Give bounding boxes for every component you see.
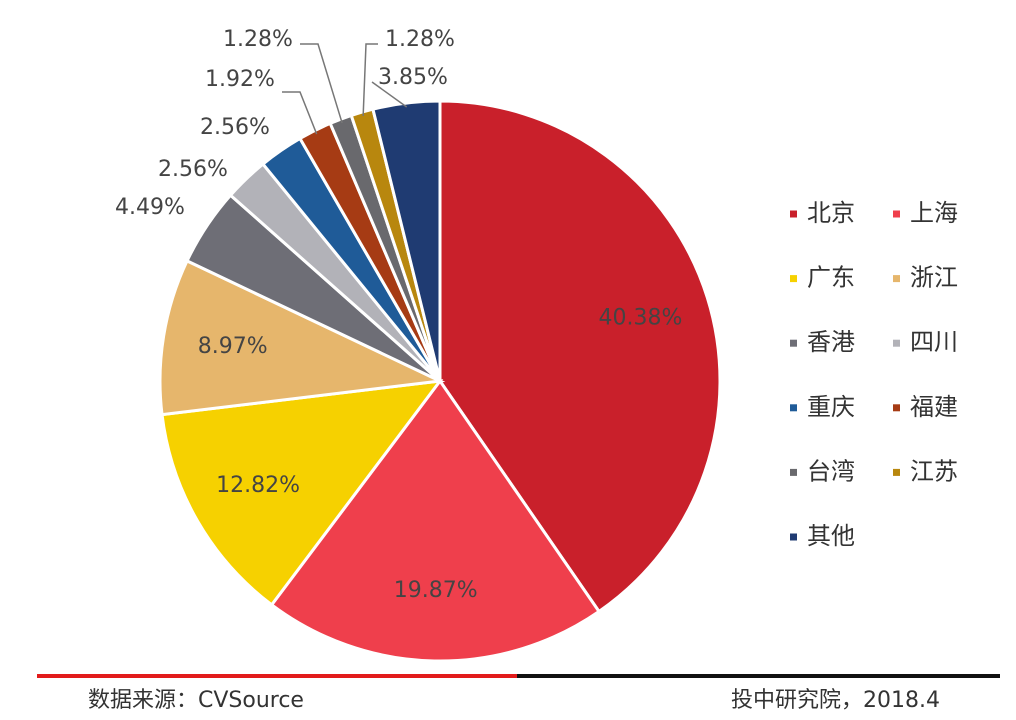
data-label: 4.49%	[115, 195, 185, 220]
data-label: 3.85%	[378, 65, 448, 90]
leader-line	[371, 81, 408, 108]
leader-line	[300, 43, 343, 124]
legend-marker	[893, 404, 900, 412]
legend-marker	[790, 404, 797, 412]
data-label: 2.56%	[200, 115, 270, 140]
legend-marker	[790, 275, 797, 283]
legend-marker	[790, 339, 797, 347]
data-label: 40.38%	[599, 306, 683, 331]
legend-marker	[893, 339, 900, 347]
legend-marker	[790, 468, 797, 476]
legend-text: 福建	[910, 393, 958, 421]
data-label: 8.97%	[198, 334, 268, 359]
pie-slice	[371, 99, 442, 382]
data-label: 1.28%	[223, 27, 293, 52]
legend-text: 浙江	[910, 264, 958, 292]
data-label: 12.82%	[216, 473, 300, 498]
legend-text: 广东	[807, 264, 855, 292]
legend-text: 北京	[807, 199, 855, 227]
legend-text: 重庆	[807, 393, 855, 421]
legend-marker	[893, 275, 900, 283]
pie-slice	[158, 258, 446, 417]
pie-slice	[269, 378, 602, 663]
legend-text: 其他	[807, 522, 855, 550]
legend-marker	[893, 210, 900, 218]
leader-line	[282, 91, 318, 135]
legend-text: 江苏	[910, 457, 958, 485]
data-label: 1.28%	[385, 27, 455, 52]
credit: 投中研究院，2018.4	[731, 688, 940, 713]
pie-slice	[438, 99, 722, 614]
leader-line	[362, 43, 378, 116]
legend-marker	[790, 533, 797, 541]
legend-text: 四川	[910, 328, 958, 356]
legend-text: 香港	[807, 328, 855, 356]
legend-text: 上海	[910, 199, 958, 227]
data-label: 1.92%	[205, 67, 275, 92]
pie-slice	[160, 379, 444, 607]
data-label: 2.56%	[158, 157, 228, 182]
legend-text: 台湾	[807, 457, 855, 485]
legend-marker	[893, 468, 900, 476]
data-label: 19.87%	[394, 578, 478, 603]
legend-marker	[790, 210, 797, 218]
source: 数据来源：CVSource	[88, 688, 304, 713]
